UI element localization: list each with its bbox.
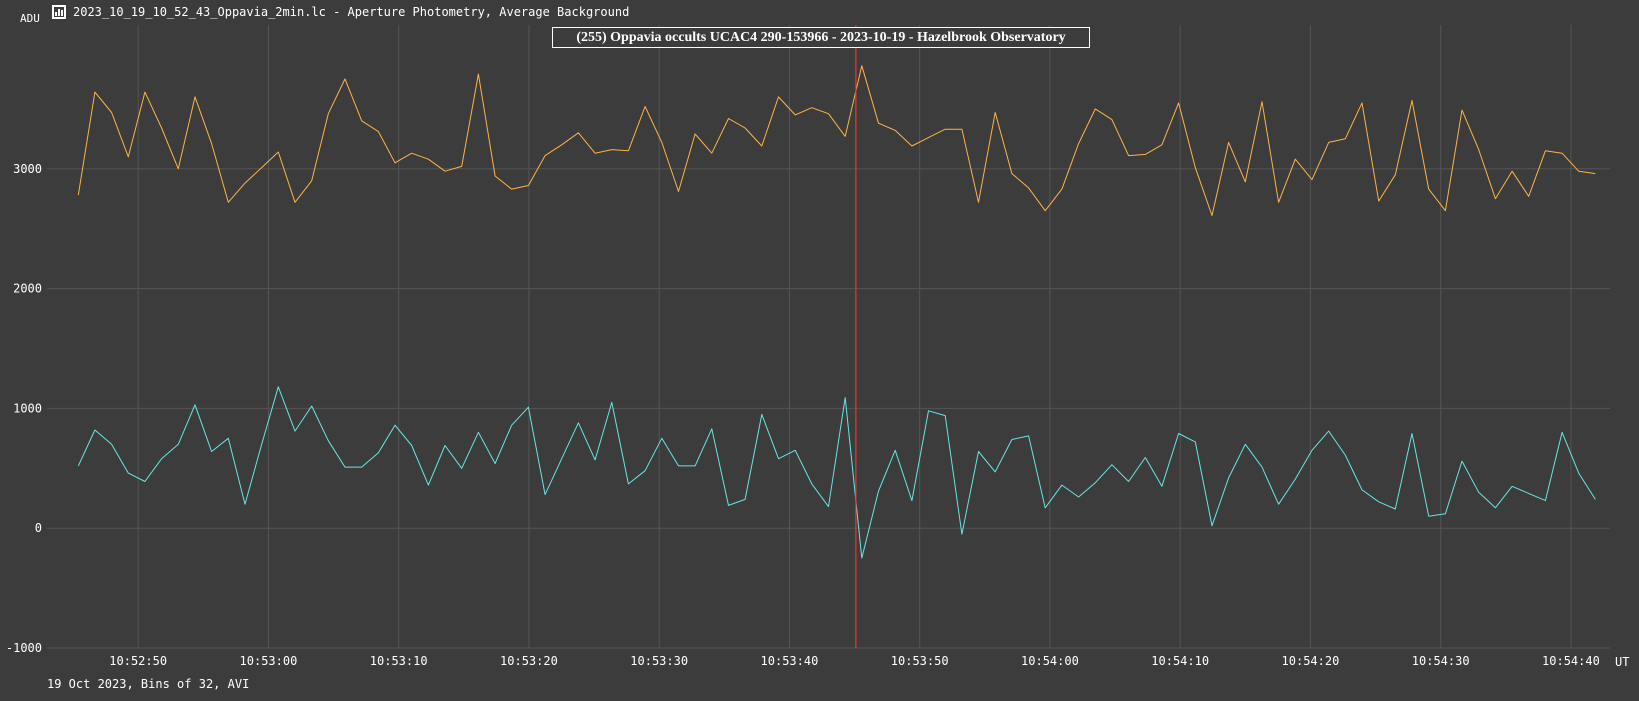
x-tick-label: 10:54:40 (1542, 654, 1600, 668)
x-tick-label: 10:53:20 (500, 654, 558, 668)
x-axis-ticks: 10:52:50 10:53:00 10:53:10 10:53:20 10:53:30… (109, 654, 1600, 668)
y-tick-label: 2000 (13, 282, 42, 296)
window-header: 2023_10_19_10_52_43_Oppavia_2min.lc - Ap… (52, 3, 629, 21)
series-lines (77, 65, 1596, 559)
y-axis-label: ADU (20, 12, 40, 25)
grid-lines (47, 25, 1610, 649)
y-tick-label: 0 (35, 521, 42, 535)
x-tick-label: 10:53:50 (891, 654, 949, 668)
x-tick-label: 10:54:00 (1021, 654, 1079, 668)
x-tick-label: 10:53:30 (630, 654, 688, 668)
series-line-2 (77, 386, 1596, 559)
window-title: 2023_10_19_10_52_43_Oppavia_2min.lc - Ap… (73, 5, 630, 19)
x-tick-label: 10:54:30 (1412, 654, 1470, 668)
x-tick-label: 10:53:00 (240, 654, 298, 668)
lightcurve-chart-icon (52, 5, 66, 19)
x-tick-label: 10:54:10 (1151, 654, 1209, 668)
y-tick-label: 3000 (13, 162, 42, 176)
x-tick-label: 10:53:10 (370, 654, 428, 668)
chart-footer: 19 Oct 2023, Bins of 32, AVI (47, 677, 250, 691)
series-line-1 (77, 65, 1596, 216)
chart-title: (255) Oppavia occults UCAC4 290-153966 -… (552, 27, 1090, 48)
x-tick-label: 10:53:40 (761, 654, 819, 668)
y-axis-ticks: -1000 0 1000 2000 3000 (6, 162, 42, 655)
y-tick-label: 1000 (13, 401, 42, 415)
x-tick-label: 10:54:20 (1282, 654, 1340, 668)
x-tick-label: 10:52:50 (109, 654, 167, 668)
y-tick-label: -1000 (6, 641, 42, 655)
x-axis-label: UT (1615, 655, 1630, 669)
